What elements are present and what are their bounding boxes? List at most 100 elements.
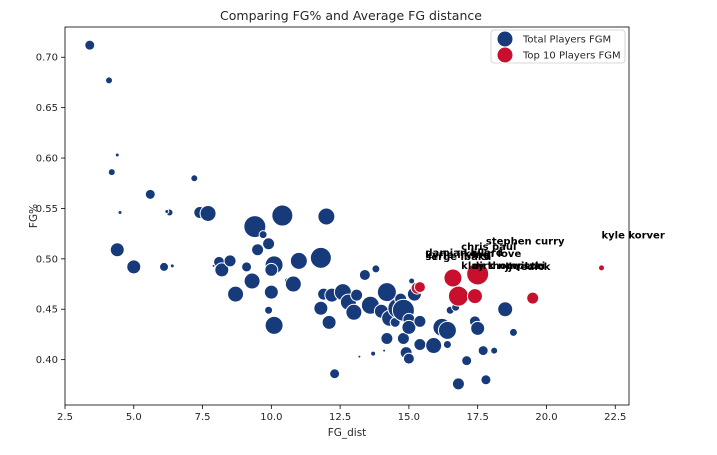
- total-players-point: [258, 230, 268, 240]
- total-players-point: [214, 262, 230, 278]
- x-axis-label: FG_dist: [328, 427, 367, 439]
- top-players-point: [413, 281, 426, 294]
- total-players-point: [109, 242, 125, 258]
- x-tick-label: 7.5: [195, 412, 211, 423]
- player-annotation: chris paul: [461, 242, 516, 253]
- x-tick-label: 5.0: [126, 412, 142, 423]
- legend-marker-top: [496, 46, 514, 64]
- top-players-point: [466, 262, 490, 286]
- x-tick-label: 22.5: [604, 412, 626, 423]
- total-players-point: [371, 264, 381, 274]
- player-annotation: dirk nowitzki: [472, 261, 545, 272]
- x-axis-ticks: 2.5 5.0 7.5 10.0 12.5 15.0 17.5 20.0 22.5: [57, 405, 626, 423]
- total-players-point: [144, 188, 156, 200]
- player-annotation: kyle korver: [601, 231, 664, 242]
- total-players-point: [370, 350, 377, 357]
- chart-title: Comparing FG% and Average FG distance: [220, 8, 482, 23]
- total-players-point: [477, 345, 489, 357]
- total-players-point: [508, 327, 518, 337]
- y-tick-label: 0.65: [36, 103, 58, 114]
- total-players-point: [271, 204, 294, 227]
- player-annotation: serge ibaka: [425, 252, 491, 263]
- total-players-point: [497, 301, 514, 318]
- legend: Total Players FGM Top 10 Players FGM: [490, 29, 626, 64]
- total-players-point: [169, 263, 175, 269]
- total-players-point: [164, 208, 170, 214]
- player-annotation: jj redick: [504, 262, 551, 273]
- total-players-point: [437, 320, 457, 340]
- total-players-point: [289, 251, 308, 270]
- total-players-point: [425, 337, 443, 355]
- total-players-point: [490, 346, 499, 355]
- total-players-point: [243, 272, 261, 290]
- total-players-point: [321, 314, 337, 330]
- total-players-point: [345, 303, 363, 321]
- legend-label-top: Top 10 Players FGM: [522, 51, 621, 62]
- total-players-point: [350, 288, 364, 302]
- y-tick-label: 0.60: [36, 154, 58, 165]
- total-players-point: [480, 374, 492, 386]
- top-players-point: [443, 268, 463, 288]
- x-tick-label: 17.5: [467, 412, 489, 423]
- player-annotation: kyrie irving: [425, 250, 489, 261]
- total-players-point: [382, 348, 387, 353]
- total-players-point: [264, 315, 284, 335]
- total-players-point: [401, 319, 417, 335]
- total-players-point: [159, 261, 170, 272]
- total-players-point: [357, 354, 362, 359]
- total-players-point: [105, 76, 114, 85]
- total-players-point: [84, 39, 96, 51]
- total-players-point: [442, 340, 452, 350]
- total-players-point: [408, 277, 416, 285]
- total-players-point: [264, 262, 279, 277]
- top-players-point: [466, 288, 483, 305]
- total-players-point: [329, 368, 341, 380]
- total-players-point: [413, 338, 427, 352]
- total-players-point: [358, 268, 371, 281]
- x-tick-label: 2.5: [57, 412, 73, 423]
- total-players-point: [251, 243, 265, 257]
- total-players-point: [227, 285, 245, 303]
- total-players-point: [199, 204, 217, 222]
- total-players-point: [380, 331, 394, 345]
- x-tick-label: 10.0: [260, 412, 282, 423]
- total-players-point: [262, 237, 276, 251]
- total-players-point: [263, 284, 279, 300]
- total-players-point: [284, 275, 302, 293]
- total-players-point: [376, 282, 397, 303]
- x-tick-label: 15.0: [398, 412, 420, 423]
- top-players-point: [526, 291, 540, 305]
- total-players-point: [126, 259, 142, 275]
- total-players-point: [114, 152, 120, 158]
- total-players-point: [413, 314, 427, 328]
- y-tick-label: 0.55: [36, 204, 58, 215]
- player-annotation: kevin love: [464, 249, 522, 260]
- plot-area: [64, 26, 630, 406]
- data-points: [84, 39, 605, 391]
- player-annotation: stephen curry: [486, 237, 565, 248]
- top-players-point: [597, 264, 605, 272]
- y-tick-label: 0.70: [36, 53, 58, 64]
- y-tick-label: 0.45: [36, 305, 58, 316]
- total-players-point: [402, 352, 415, 365]
- total-players-point: [264, 305, 274, 315]
- total-players-point: [309, 246, 332, 269]
- total-players-point: [451, 377, 465, 391]
- y-axis-label: FG%: [28, 204, 40, 228]
- top-players-point: [447, 285, 469, 307]
- y-axis-ticks: 0.40 0.45 0.50 0.55 0.60 0.65 0.70: [36, 53, 65, 366]
- total-players-point: [313, 300, 329, 316]
- total-players-point: [107, 168, 116, 177]
- total-players-point: [241, 261, 253, 273]
- y-tick-label: 0.40: [36, 355, 58, 366]
- total-players-point: [317, 207, 336, 226]
- player-annotation: damian lillard: [425, 248, 503, 259]
- x-tick-label: 20.0: [535, 412, 557, 423]
- total-players-point: [117, 209, 123, 215]
- total-players-point: [190, 174, 199, 183]
- legend-marker-total: [496, 30, 514, 48]
- total-players-point: [470, 320, 486, 336]
- total-players-point: [223, 254, 237, 268]
